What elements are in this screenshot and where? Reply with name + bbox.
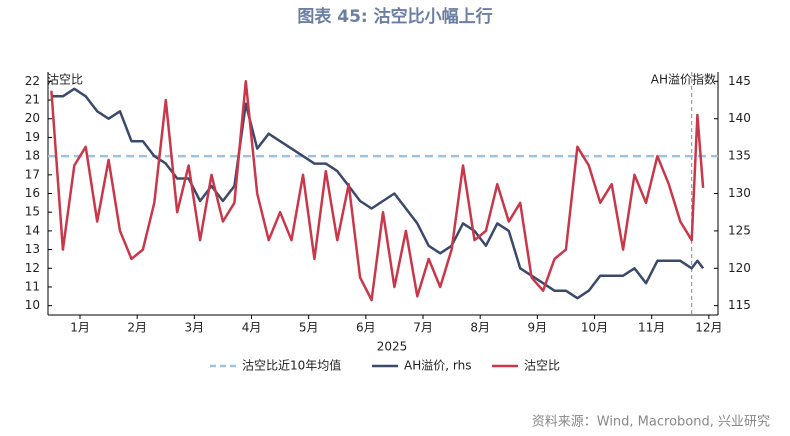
y-tick-label: 18 [25, 149, 40, 163]
y-tick-label: 22 [25, 74, 40, 88]
x-tick-label: 3月 [185, 321, 205, 335]
y2-tick-label: 130 [728, 186, 751, 200]
y2-tick-label: 145 [728, 74, 751, 88]
y-tick-label: 12 [25, 261, 40, 275]
source: 资料来源：Wind, Macrobond, 兴业研究 [532, 415, 770, 430]
y-tick-label: 10 [25, 298, 40, 312]
y-tick-label: 16 [25, 186, 40, 200]
y2-tick-label: 140 [728, 111, 751, 125]
y2-tick-label: 115 [728, 298, 751, 312]
y-tick-label: 20 [25, 111, 40, 125]
y-tick-label: 15 [25, 205, 40, 219]
x-tick-label: 2月 [127, 321, 147, 335]
x-tick-label: 4月 [242, 321, 262, 335]
y2-axis-label: AH溢价指数 [651, 72, 716, 87]
y-axis-label: 沽空比 [47, 73, 83, 87]
x-tick-label: 5月 [299, 321, 319, 335]
x-tick-label: 11月 [638, 321, 665, 335]
chart-title: 图表 45: 沽空比小幅上行 [297, 6, 492, 27]
series-line [51, 87, 705, 300]
legend-label: 沽空比 [524, 359, 560, 373]
y-tick-label: 11 [25, 279, 40, 293]
y-tick-label: 21 [25, 93, 40, 107]
x-tick-label: 10月 [581, 321, 608, 335]
y-tick-label: 17 [25, 167, 40, 181]
series-line [50, 80, 705, 302]
y2-tick-label: 120 [728, 261, 751, 275]
y2-tick-label: 135 [728, 149, 751, 163]
legend-label: 沽空比近10年均值 [242, 358, 341, 373]
y-tick-label: 14 [25, 223, 40, 237]
x-tick-label: 1月 [70, 321, 90, 335]
x-tick-label: 7月 [413, 321, 433, 335]
y-tick-label: 19 [25, 130, 40, 144]
x-axis-label: 2025 [377, 340, 408, 354]
y2-tick-label: 125 [728, 223, 751, 237]
x-tick-label: 6月 [356, 321, 376, 335]
x-tick-label: 9月 [528, 321, 548, 335]
x-tick-label: 12月 [695, 321, 722, 335]
x-tick-label: 8月 [470, 321, 490, 335]
y-tick-label: 13 [25, 242, 40, 256]
legend-label: AH溢价, rhs [404, 359, 471, 373]
